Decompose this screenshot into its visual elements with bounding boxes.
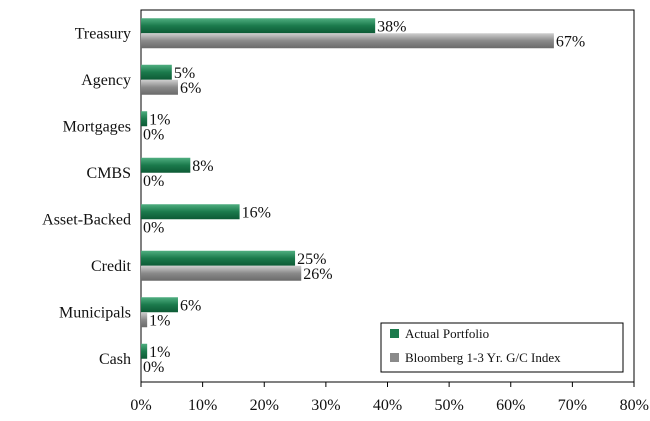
bar-actual-cmbs — [141, 157, 191, 173]
bar-actual-treasury — [141, 18, 376, 34]
category-label-mortgages: Mortgages — [63, 118, 131, 135]
legend-label-bloomberg-index: Bloomberg 1-3 Yr. G/C Index — [405, 350, 561, 365]
data-label-index-municipals: 1% — [149, 312, 170, 329]
legend-label-actual-portfolio: Actual Portfolio — [405, 326, 489, 341]
category-label-cash: Cash — [99, 351, 131, 368]
bar-actual-asset-backed — [141, 204, 240, 220]
data-label-index-cmbs: 0% — [143, 173, 164, 190]
data-label-actual-mortgages: 1% — [149, 111, 170, 128]
category-label-cmbs: CMBS — [87, 165, 131, 182]
category-label-credit: Credit — [91, 258, 132, 275]
category-labels: Treasury Agency Mortgages CMBS Asset-Backed C… — [42, 25, 131, 368]
category-label-agency: Agency — [81, 72, 131, 89]
bar-index-agency — [141, 79, 178, 95]
data-label-index-agency: 6% — [180, 80, 201, 97]
data-label-index-cash: 0% — [143, 359, 164, 376]
legend-swatch-actual-portfolio — [390, 329, 399, 338]
bar-actual-agency — [141, 64, 172, 80]
category-label-asset-backed: Asset-Backed — [42, 211, 131, 228]
bar-actual-mortgages — [141, 111, 148, 127]
legend-box — [380, 322, 624, 373]
legend-swatch-bloomberg-index — [390, 353, 399, 362]
category-label-municipals: Municipals — [59, 304, 131, 321]
plot-area — [140, 9, 635, 383]
bar-index-municipals — [141, 312, 148, 328]
data-label-index-mortgages: 0% — [143, 126, 164, 143]
x-tick-label-4: 40% — [373, 397, 402, 414]
x-tick-label-2: 20% — [250, 397, 279, 414]
data-label-actual-cash: 1% — [149, 344, 170, 361]
x-tick-label-3: 30% — [311, 397, 340, 414]
x-tick-label-5: 50% — [434, 397, 463, 414]
data-label-index-treasury: 67% — [556, 33, 585, 50]
data-label-actual-credit: 25% — [297, 251, 326, 268]
data-label-actual-cmbs: 8% — [192, 158, 213, 175]
bars-group — [141, 18, 554, 359]
x-tick-label-7: 70% — [558, 397, 587, 414]
bar-actual-municipals — [141, 297, 178, 313]
data-label-actual-agency: 5% — [174, 65, 195, 82]
x-tick-label-1: 10% — [188, 397, 217, 414]
data-label-index-credit: 26% — [303, 266, 332, 283]
data-label-index-asset-backed: 0% — [143, 219, 164, 236]
bar-actual-credit — [141, 250, 296, 266]
bar-index-treasury — [141, 33, 554, 49]
x-tick-label-6: 60% — [496, 397, 525, 414]
legend: Actual Portfolio Bloomberg 1-3 Yr. G/C I… — [380, 322, 624, 373]
data-labels: 38%67%5%6%1%0%8%0%16%0%25%26%6%1%1%0% — [143, 18, 585, 376]
data-label-actual-asset-backed: 16% — [242, 204, 271, 221]
x-tick-label-0: 0% — [130, 397, 151, 414]
data-label-actual-municipals: 6% — [180, 297, 201, 314]
x-axis: 0% 10% 20% 30% 40% 50% 60% 70% 80% — [130, 382, 649, 414]
x-tick-label-8: 80% — [620, 397, 649, 414]
category-label-treasury: Treasury — [75, 25, 131, 42]
data-label-actual-treasury: 38% — [377, 18, 406, 35]
bar-actual-cash — [141, 343, 148, 359]
bar-index-credit — [141, 265, 302, 281]
